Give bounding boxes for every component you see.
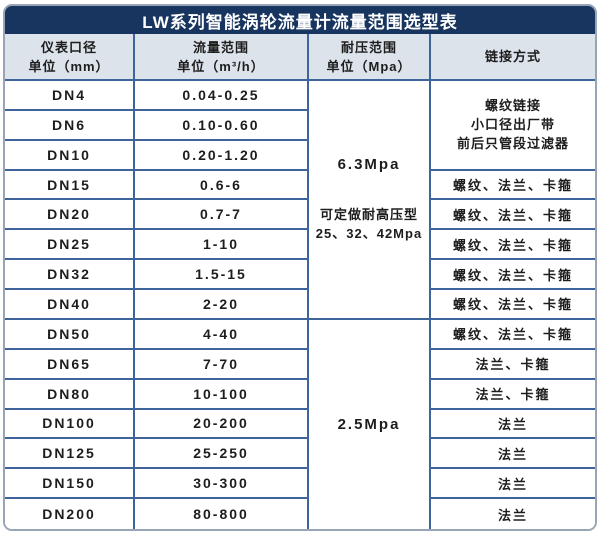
- cell-connection: 法兰: [431, 409, 595, 440]
- cell-connection: 法兰: [431, 469, 595, 500]
- header-line: 链接方式: [484, 49, 541, 64]
- column-header-connection: 链接方式: [431, 34, 595, 81]
- pressure-note-line: 25、32、42Mpa: [315, 225, 423, 241]
- cell-flow: 2-20: [135, 290, 309, 320]
- cell-flow: 0.6-6: [135, 170, 309, 201]
- cell-dn: DN80: [5, 379, 135, 410]
- connection-note-line: 小口径出厂带: [470, 117, 555, 133]
- cell-dn: DN100: [5, 409, 135, 440]
- cell-flow: 1-10: [135, 230, 309, 261]
- flow-meter-selection-table: LW系列智能涡轮流量计流量范围选型表 仪表口径 单位（mm） 流量范围 单位（m…: [3, 4, 597, 531]
- cell-flow: 7-70: [135, 349, 309, 380]
- cell-connection: 法兰: [431, 439, 595, 470]
- cell-dn: DN200: [5, 499, 135, 529]
- column-header-diameter: 仪表口径 单位（mm）: [5, 34, 135, 81]
- cell-connection: 螺纹、法兰、卡箍: [431, 319, 595, 350]
- cell-flow: 0.04-0.25: [135, 81, 309, 111]
- cell-flow: 10-100: [135, 379, 309, 410]
- cell-dn: DN4: [5, 81, 135, 111]
- header-line: 单位（mm）: [28, 58, 110, 74]
- cell-connection-small-bore: 螺纹链接 小口径出厂带 前后只管段过滤器: [431, 81, 595, 171]
- cell-dn: DN50: [5, 319, 135, 350]
- connection-note-line: 螺纹链接: [484, 98, 541, 114]
- cell-dn: DN32: [5, 260, 135, 291]
- cell-dn: DN10: [5, 140, 135, 171]
- cell-dn: DN20: [5, 200, 135, 231]
- cell-flow: 25-250: [135, 439, 309, 470]
- table-title: LW系列智能涡轮流量计流量范围选型表: [142, 12, 458, 32]
- cell-flow: 0.20-1.20: [135, 140, 309, 171]
- cell-flow: 0.10-0.60: [135, 110, 309, 141]
- cell-dn: DN6: [5, 110, 135, 141]
- cell-flow: 20-200: [135, 409, 309, 440]
- cell-pressure-low-group: 2.5Mpa: [309, 319, 431, 529]
- cell-flow: 0.7-7: [135, 200, 309, 231]
- cell-dn: DN65: [5, 349, 135, 380]
- table-title-bar: LW系列智能涡轮流量计流量范围选型表: [5, 6, 595, 34]
- cell-dn: DN25: [5, 230, 135, 261]
- cell-dn: DN150: [5, 469, 135, 500]
- pressure-note-line: 可定做耐高压型: [319, 206, 418, 222]
- cell-connection: 螺纹、法兰、卡箍: [431, 290, 595, 320]
- cell-dn: DN15: [5, 170, 135, 201]
- pressure-value: 2.5Mpa: [337, 415, 401, 433]
- cell-dn: DN125: [5, 439, 135, 470]
- connection-note-line: 前后只管段过滤器: [456, 136, 569, 152]
- header-line: 仪表口径: [40, 39, 97, 55]
- cell-connection: 螺纹、法兰、卡箍: [431, 200, 595, 231]
- column-header-pressure-range: 耐压范围 单位（Mpa）: [309, 34, 431, 81]
- cell-connection: 法兰、卡箍: [431, 349, 595, 380]
- cell-connection: 螺纹、法兰、卡箍: [431, 260, 595, 291]
- header-line: 单位（Mpa）: [326, 58, 412, 74]
- cell-flow: 4-40: [135, 319, 309, 350]
- cell-dn: DN40: [5, 290, 135, 320]
- cell-pressure-high-group: 6.3Mpa 可定做耐高压型 25、32、42Mpa: [309, 81, 431, 320]
- pressure-value: 6.3Mpa: [337, 155, 401, 173]
- cell-connection: 螺纹、法兰、卡箍: [431, 230, 595, 261]
- pressure-note: 可定做耐高压型 25、32、42Mpa: [316, 205, 422, 243]
- header-line: 流量范围: [192, 39, 249, 55]
- cell-connection: 法兰、卡箍: [431, 379, 595, 410]
- cell-flow: 1.5-15: [135, 260, 309, 291]
- header-line: 耐压范围: [340, 39, 397, 55]
- header-line: 单位（m³/h）: [177, 58, 265, 74]
- cell-flow: 80-800: [135, 499, 309, 529]
- column-header-flow-range: 流量范围 单位（m³/h）: [135, 34, 309, 81]
- cell-connection: 螺纹、法兰、卡箍: [431, 170, 595, 201]
- cell-flow: 30-300: [135, 469, 309, 500]
- selection-table-grid: 仪表口径 单位（mm） 流量范围 单位（m³/h） 耐压范围 单位（Mpa） 链…: [5, 34, 595, 529]
- cell-connection: 法兰: [431, 499, 595, 529]
